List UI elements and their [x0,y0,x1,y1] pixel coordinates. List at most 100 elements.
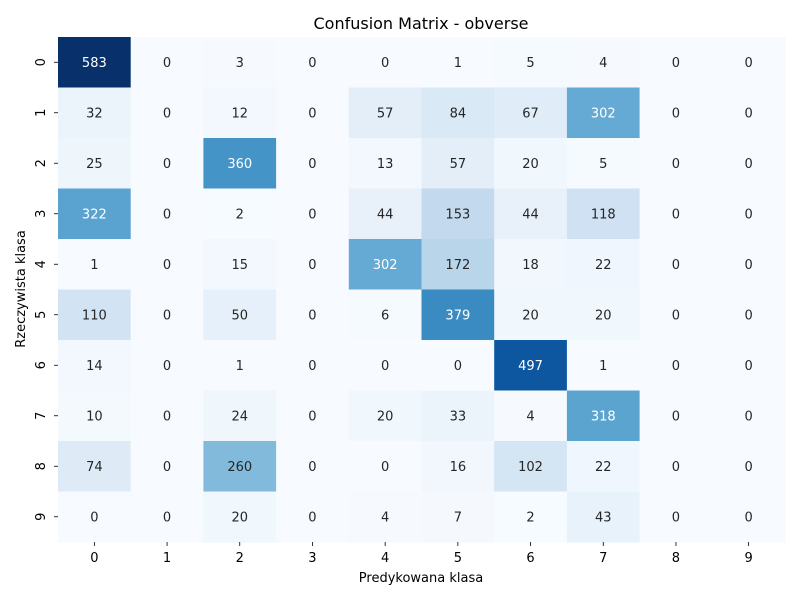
cell-value-label-8-6: 102 [518,460,543,475]
heatmap-cell-6-5 [421,340,495,392]
cell-value-label-0-8: 0 [672,56,680,71]
cell-value-label-5-1: 0 [163,308,171,323]
cell-value-label-3-9: 0 [745,207,753,222]
cell-value-label-4-8: 0 [672,258,680,273]
x-tick-label-3: 3 [308,551,316,566]
heatmap-cell-7-0 [58,390,132,442]
cell-value-label-9-3: 0 [308,510,316,525]
cell-value-label-5-0: 110 [82,308,107,323]
heatmap-cell-5-9 [712,289,786,341]
heatmap-cell-5-4 [348,289,423,341]
heatmap-cell-8-4 [348,441,423,493]
heatmap-cell-8-3 [276,441,350,493]
x-tick-label-0: 0 [90,551,98,566]
heatmap-cell-7-4 [348,390,423,442]
heatmap-cell-1-4 [348,87,423,139]
cell-value-label-8-0: 74 [86,460,103,475]
cell-value-label-9-9: 0 [745,510,753,525]
heatmap-cell-0-0 [58,37,132,89]
heatmap-cell-5-7 [566,289,641,341]
cell-value-label-3-5: 153 [445,207,470,222]
heatmap-cell-2-8 [639,138,713,190]
cell-value-label-1-5: 84 [450,106,467,121]
heatmap-cell-9-3 [276,491,350,543]
cell-value-label-3-4: 44 [377,207,394,222]
heatmap-cell-5-6 [494,289,568,341]
heatmap-cell-3-1 [130,188,204,240]
x-tick-label-9: 9 [745,551,753,566]
heatmap-cell-0-5 [421,37,495,89]
cell-value-label-6-9: 0 [745,359,753,374]
heatmap-cell-1-6 [494,87,568,139]
heatmap-cell-4-6 [494,239,568,291]
heatmap-cell-9-7 [566,491,641,543]
heatmap-cell-3-7 [566,188,641,240]
heatmap-cell-2-4 [348,138,423,190]
cell-value-label-6-7: 1 [599,359,607,374]
heatmap-cell-3-2 [203,188,277,240]
cell-value-label-4-6: 18 [522,258,539,273]
cell-value-label-7-8: 0 [672,409,680,424]
heatmap-cell-7-3 [276,390,350,442]
cell-value-label-9-6: 2 [526,510,534,525]
x-tick-label-8: 8 [672,551,680,566]
cell-value-label-6-3: 0 [308,359,316,374]
y-tick-label-9: 9 [34,513,49,521]
cell-value-label-4-1: 0 [163,258,171,273]
heatmap-cell-7-6 [494,390,568,442]
heatmap-cell-3-6 [494,188,568,240]
cell-value-label-6-1: 0 [163,359,171,374]
cell-value-label-2-0: 25 [86,157,103,172]
heatmap-cell-2-1 [130,138,204,190]
cell-value-label-2-4: 13 [377,157,394,172]
heatmap-cell-8-2 [203,441,277,493]
y-tick-label-2: 2 [34,159,49,167]
cell-value-label-6-8: 0 [672,359,680,374]
heatmap-cell-2-3 [276,138,350,190]
cell-value-label-7-1: 0 [163,409,171,424]
x-axis-label: Predykowana klasa [359,571,483,586]
heatmap-cell-9-9 [712,491,786,543]
cell-value-label-0-1: 0 [163,56,171,71]
heatmap-cell-9-0 [58,491,132,543]
cell-value-label-7-4: 20 [377,409,394,424]
heatmap-cell-4-3 [276,239,350,291]
heatmap-cell-1-1 [130,87,204,139]
y-tick-label-5: 5 [34,311,49,319]
heatmap-cell-2-5 [421,138,495,190]
heatmap-cell-9-1 [130,491,204,543]
cell-value-label-7-6: 4 [526,409,534,424]
cell-value-label-4-4: 302 [373,258,398,273]
cell-value-label-4-7: 22 [595,258,612,273]
heatmap-cell-2-7 [566,138,641,190]
cell-value-label-3-3: 0 [308,207,316,222]
heatmap-cell-3-8 [639,188,713,240]
heatmap-cell-0-7 [566,37,641,89]
cell-value-label-8-5: 16 [450,460,467,475]
heatmap-cell-6-8 [639,340,713,392]
cell-value-label-1-3: 0 [308,106,316,121]
cell-value-label-3-1: 0 [163,207,171,222]
cell-value-label-6-6: 497 [518,359,543,374]
cell-value-label-2-7: 5 [599,157,607,172]
heatmap-cell-3-9 [712,188,786,240]
x-tick-label-2: 2 [236,551,244,566]
heatmap-cell-3-4 [348,188,423,240]
cell-value-label-1-0: 32 [86,106,103,121]
cell-value-label-9-2: 20 [231,510,248,525]
heatmap-cell-5-3 [276,289,350,341]
cell-value-label-0-5: 1 [454,56,462,71]
heatmap-cell-1-8 [639,87,713,139]
cell-value-label-0-7: 4 [599,56,607,71]
cell-value-label-2-2: 360 [227,157,252,172]
heatmap-cell-6-1 [130,340,204,392]
cell-value-label-4-0: 1 [90,258,98,273]
heatmap-cell-4-7 [566,239,641,291]
cell-value-label-7-0: 10 [86,409,103,424]
heatmap-cell-4-0 [58,239,132,291]
heatmap-cell-0-9 [712,37,786,89]
heatmap-cell-2-9 [712,138,786,190]
heatmap-cell-7-9 [712,390,786,442]
heatmap-cell-4-5 [421,239,495,291]
cell-value-label-1-9: 0 [745,106,753,121]
